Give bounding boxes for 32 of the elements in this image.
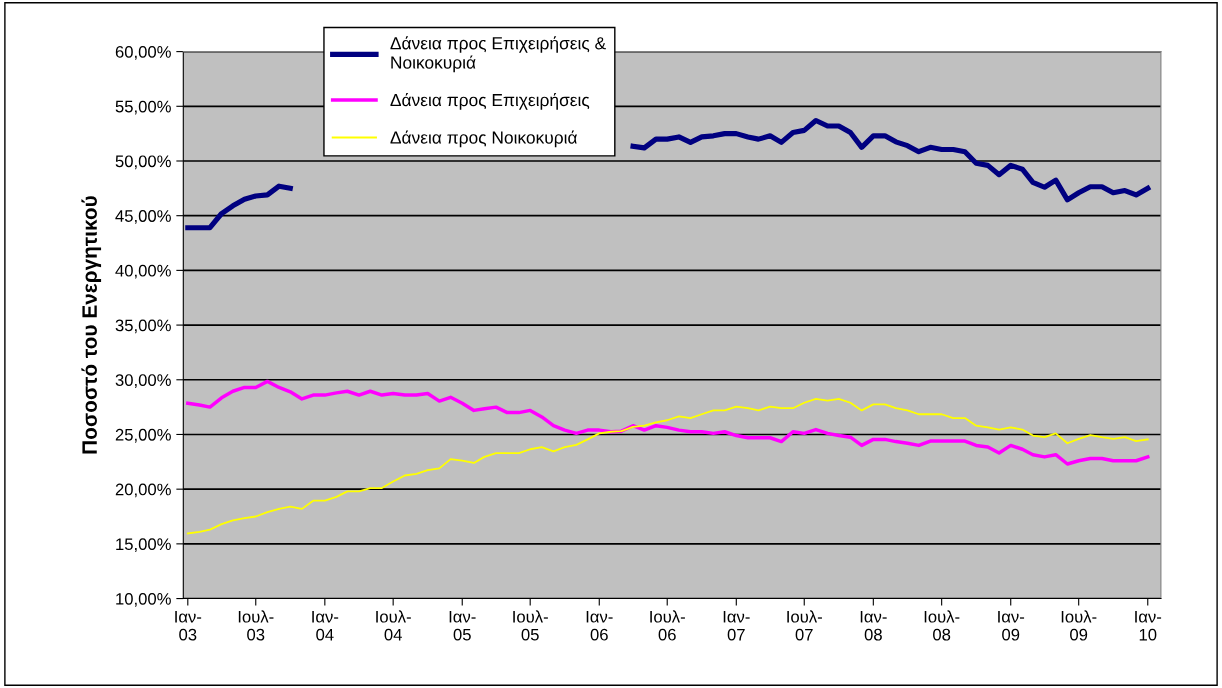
x-tick-label: Ιουλ- 08 bbox=[924, 610, 960, 641]
x-tick-label: Ιουλ- 04 bbox=[376, 610, 411, 641]
y-tick-label: 60,00% bbox=[115, 46, 171, 60]
y-tick-label: 35,00% bbox=[115, 319, 171, 334]
line-series bbox=[186, 379, 1150, 466]
y-tick-label: 45,00% bbox=[115, 210, 171, 224]
x-tick-label: Ιουλ- 05 bbox=[513, 610, 548, 641]
x-tick-label: Ιουλ- 09 bbox=[1061, 610, 1097, 641]
x-tick-label: Ιουλ- 03 bbox=[238, 610, 274, 641]
x-tick-label: Ιουλ- 07 bbox=[787, 610, 822, 641]
y-axis-title: Ποσοστό του Ενεργητικού bbox=[81, 196, 102, 454]
x-tick-label: Ιαν- 04 bbox=[312, 610, 339, 641]
y-tick-label: 40,00% bbox=[115, 264, 171, 279]
y-tick-label: 10,00% bbox=[116, 592, 171, 607]
x-tick-label: Ιαν- 05 bbox=[449, 610, 476, 641]
x-tick-label: Ιαν- 03 bbox=[175, 610, 202, 641]
y-tick-label: 20,00% bbox=[115, 483, 171, 498]
x-tick-label: Ιουλ- 06 bbox=[650, 610, 685, 641]
legend-label: Δάνεια προς Νοικοκυριά bbox=[390, 130, 578, 148]
x-tick-label: Ιαν- 06 bbox=[586, 610, 613, 641]
y-tick-label: 25,00% bbox=[115, 428, 171, 443]
x-tick-label: Ιαν- 09 bbox=[998, 610, 1025, 641]
line-series bbox=[186, 398, 1149, 535]
y-tick-label: 30,00% bbox=[115, 374, 171, 388]
y-tick-label: 55,00% bbox=[115, 100, 171, 115]
x-tick-label: Ιαν- 08 bbox=[860, 610, 887, 641]
x-tick-label: Ιαν- 10 bbox=[1135, 610, 1162, 641]
y-tick-label: 50,00% bbox=[115, 155, 171, 170]
y-tick-label: 15,00% bbox=[116, 538, 171, 553]
x-tick-label: Ιαν- 07 bbox=[723, 610, 750, 641]
legend-label: Δάνεια προς Επιχειρήσεις & Νοικοκυριά bbox=[390, 36, 606, 73]
legend-label: Δάνεια προς Επιχειρήσεις bbox=[390, 92, 590, 110]
